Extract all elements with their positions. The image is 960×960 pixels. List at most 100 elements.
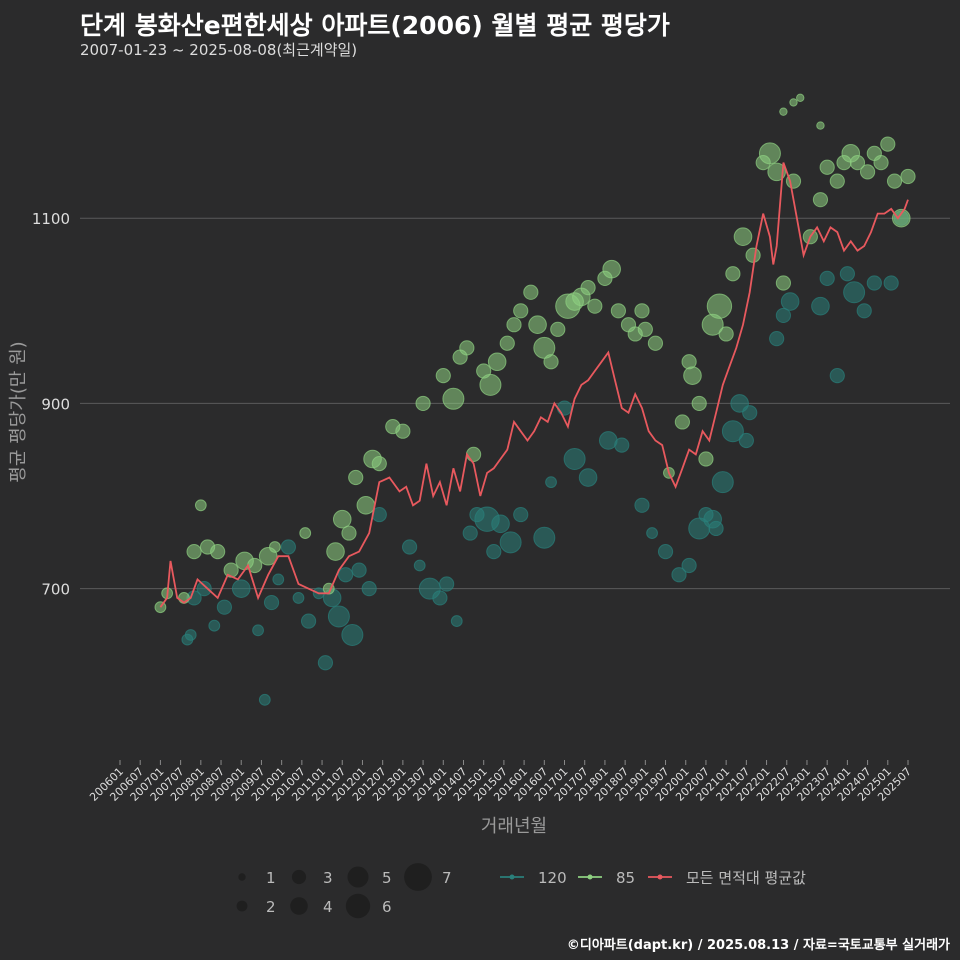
point-120 <box>839 266 855 282</box>
point-120 <box>843 281 866 304</box>
point-120 <box>491 514 510 534</box>
point-85 <box>371 456 387 472</box>
legend-series-dot <box>587 874 593 880</box>
point-120 <box>681 557 697 574</box>
point-120 <box>866 275 882 291</box>
average-line-path <box>159 162 909 608</box>
chart-title: 단계 봉화산e편한세상 아파트(2006) 월별 평균 평당가 <box>80 11 670 40</box>
legend-size-label: 4 <box>323 898 333 916</box>
point-120 <box>780 292 800 311</box>
point-85 <box>637 321 653 337</box>
point-120 <box>556 400 573 416</box>
y-tick-label: 700 <box>41 581 70 599</box>
point-85 <box>465 446 482 462</box>
point-85 <box>891 208 911 228</box>
point-120 <box>402 539 418 555</box>
point-120 <box>216 599 232 615</box>
legend-size-circle <box>347 866 369 888</box>
point-85 <box>487 352 507 372</box>
legend-size-circle <box>404 863 432 891</box>
y-axis-label: 평균 평당가(만 원) <box>8 341 29 482</box>
point-120 <box>563 447 586 470</box>
y-tick-labels: 700 900 1100 <box>32 210 70 598</box>
point-85 <box>706 293 733 319</box>
y-tick-label: 1100 <box>32 210 70 228</box>
point-120 <box>499 531 522 554</box>
point-85 <box>435 368 451 384</box>
point-120 <box>742 405 758 421</box>
point-120 <box>280 539 296 555</box>
point-85 <box>683 366 702 385</box>
point-85 <box>528 315 547 334</box>
point-85 <box>873 155 889 171</box>
point-120 <box>317 655 334 671</box>
point-85 <box>796 93 805 102</box>
point-120 <box>258 693 271 706</box>
point-120 <box>738 432 754 449</box>
point-85 <box>415 395 431 412</box>
point-85 <box>442 387 465 410</box>
point-85 <box>789 98 798 107</box>
point-120 <box>338 567 354 583</box>
point-120 <box>829 368 845 384</box>
point-85 <box>758 142 781 165</box>
point-120 <box>883 275 899 291</box>
point-85 <box>812 192 829 208</box>
point-85 <box>718 326 734 342</box>
point-85 <box>194 499 207 512</box>
point-120 <box>196 581 212 597</box>
point-120 <box>486 544 502 560</box>
legend-series-label: 120 <box>538 869 567 887</box>
point-85 <box>602 259 621 279</box>
legend: 1 3 5 7 2 4 6 120 85 모든 면적대 평균값 <box>236 863 806 919</box>
point-85 <box>523 284 539 300</box>
point-85 <box>269 541 281 553</box>
chart-subtitle: 2007-01-23 ~ 2025-08-08(최근계약일) <box>80 41 358 59</box>
point-85 <box>223 562 239 578</box>
point-120 <box>513 506 529 523</box>
point-85 <box>550 321 566 337</box>
point-85 <box>725 266 741 282</box>
point-85 <box>543 354 559 370</box>
point-85 <box>186 544 202 560</box>
point-120 <box>462 525 478 541</box>
point-85 <box>341 525 357 541</box>
point-85 <box>634 303 650 319</box>
x-axis-label: 거래년월 <box>481 816 547 837</box>
point-120 <box>533 526 556 549</box>
point-120 <box>252 624 264 637</box>
point-120 <box>361 581 377 597</box>
point-120 <box>769 330 785 347</box>
point-120 <box>811 296 830 316</box>
point-120 <box>341 623 364 646</box>
legend-series-dot <box>509 874 515 880</box>
point-120 <box>545 476 557 489</box>
point-120 <box>671 567 687 583</box>
point-120 <box>432 590 448 606</box>
point-120 <box>263 594 280 611</box>
grid-lines <box>80 217 950 590</box>
point-85 <box>859 164 876 180</box>
legend-size-circle <box>238 873 246 881</box>
legend-series-dot <box>657 874 663 880</box>
credit-footer: ©디아파트(dapt.kr) / 2025.08.13 / 자료=국토교통부 실… <box>566 938 950 953</box>
point-85 <box>698 451 714 467</box>
point-85 <box>829 173 845 189</box>
point-120 <box>819 270 835 286</box>
point-85 <box>610 303 626 319</box>
point-85 <box>356 496 376 515</box>
legend-size-circle <box>290 897 308 915</box>
point-85 <box>647 335 664 351</box>
scatter-points <box>154 93 916 706</box>
legend-size-label: 6 <box>382 898 392 916</box>
point-120 <box>208 619 221 632</box>
point-120 <box>711 471 734 494</box>
point-120 <box>272 573 285 586</box>
point-85 <box>395 423 411 439</box>
point-120 <box>327 605 350 628</box>
point-120 <box>351 562 367 578</box>
legend-size-label: 3 <box>323 869 333 887</box>
legend-size-circle <box>236 900 248 912</box>
point-120 <box>578 468 598 487</box>
